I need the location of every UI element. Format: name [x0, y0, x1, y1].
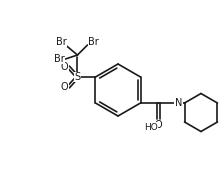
Text: Br: Br [56, 37, 67, 47]
Text: HO: HO [144, 122, 157, 132]
Text: Br: Br [88, 37, 99, 47]
Text: O: O [61, 82, 68, 92]
Text: S: S [74, 72, 81, 82]
Text: O: O [155, 120, 162, 130]
Text: O: O [61, 62, 68, 72]
Text: N: N [175, 98, 182, 108]
Text: Br: Br [54, 54, 65, 64]
